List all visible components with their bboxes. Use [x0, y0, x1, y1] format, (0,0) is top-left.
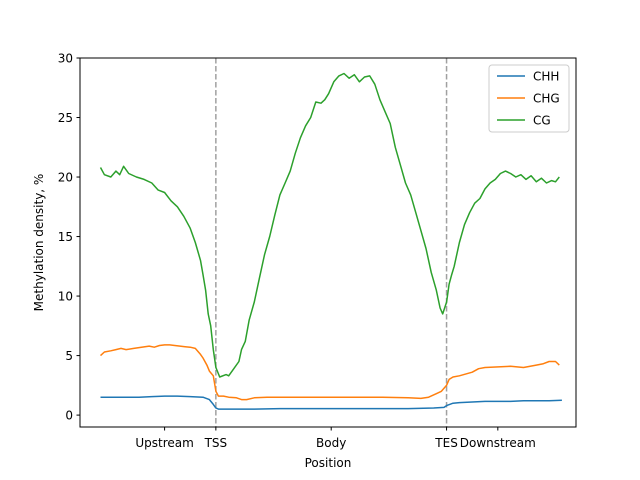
x-tick-label: Body — [316, 436, 346, 450]
y-tick-label: 0 — [65, 409, 73, 423]
legend-label-chh: CHH — [533, 70, 559, 84]
y-tick-label: 25 — [58, 111, 73, 125]
y-tick-label: 20 — [58, 171, 73, 185]
series-line-chh — [100, 395, 562, 410]
y-axis-label: Methylation density, % — [32, 174, 46, 312]
legend-label-cg: CG — [533, 114, 551, 128]
x-tick-label: TES — [434, 436, 458, 450]
series-line-chg — [99, 344, 560, 401]
y-tick-label: 10 — [58, 290, 73, 304]
x-tick-label: TSS — [204, 436, 228, 450]
y-tick-label: 30 — [58, 52, 73, 66]
plot-frame — [79, 57, 577, 428]
y-tick-label: 15 — [58, 230, 73, 244]
x-tick-label: Downstream — [460, 436, 536, 450]
legend-label-chg: CHG — [533, 92, 560, 106]
x-axis-label: Position — [305, 456, 352, 470]
legend-box — [488, 64, 570, 133]
x-tick-label: Upstream — [135, 436, 193, 450]
series-line-cg — [99, 72, 560, 378]
legend: CHH CHG CG — [488, 64, 570, 133]
y-tick-label: 5 — [65, 349, 73, 363]
